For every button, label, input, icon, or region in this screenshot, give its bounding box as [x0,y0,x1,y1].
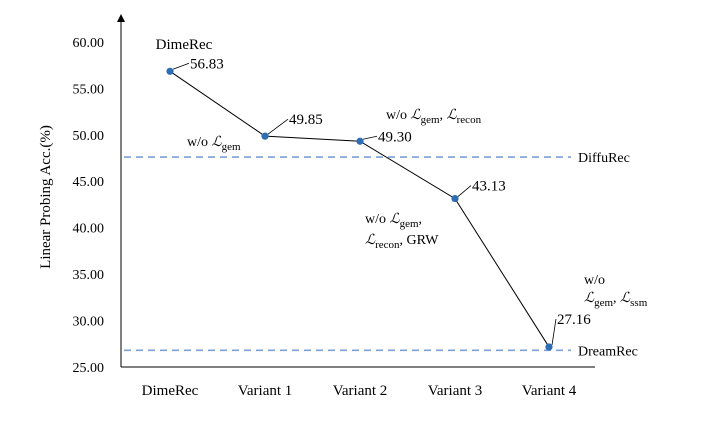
annotation-subscript: recon [375,239,400,251]
annotation-text: , GRW [400,233,440,248]
series-markers [166,67,553,351]
reference-label-diffurec: DiffuRec [578,151,630,166]
annotation-text: , [440,108,447,123]
x-category-label: Variant 4 [522,383,577,399]
script-l-symbol: ℒ [584,291,595,306]
annotation-subscript: gem [421,114,440,126]
x-category-label: Variant 1 [238,383,293,399]
y-tick-label: 25.00 [73,361,105,376]
script-l-symbol: ℒ [365,233,376,248]
data-point-marker [356,137,364,145]
annotation-subscript: gem [400,218,419,230]
data-point-marker [451,194,459,203]
y-tick-labels: 25.00 30.00 35.00 40.00 45.00 50.00 55.0… [73,36,105,376]
label-leader-line [362,135,378,140]
y-axis-arrow [117,14,125,22]
y-axis-title: Linear Probing Acc.(%) [38,125,54,269]
reference-label-dreamrec: DreamRec [578,344,638,359]
annotation-subscript: ssm [630,297,648,309]
annotation-text: , [613,291,620,306]
x-category-label: Variant 3 [428,383,483,399]
annotation-dimerec: DimeRec [156,37,213,53]
y-tick-label: 50.00 [73,129,105,144]
annotation-subscript: gem [594,297,613,309]
annotation-variant-1: w/o ℒgem [187,135,241,153]
script-l-symbol: ℒ [620,291,631,306]
script-l-symbol: ℒ [212,135,223,150]
script-l-symbol: ℒ [390,212,401,227]
y-tick-label: 30.00 [73,315,105,330]
annotation-variant-3-line1: w/o ℒgem, [365,212,422,230]
x-category-label: DimeRec [142,383,199,399]
data-label: 56.83 [190,56,224,72]
annotation-subscript: recon [457,114,482,126]
annotation-variant-3-line2: ℒrecon, GRW [365,233,439,251]
annotation-text: w/o [365,212,390,227]
label-leader-line [457,185,472,197]
data-label: 49.30 [378,129,412,145]
series-line [169,70,550,348]
data-label: 27.16 [557,312,591,328]
annotation-variant-4-line1: w/o [584,273,605,288]
data-labels: 56.83 49.85 49.30 43.13 27.16 [190,56,591,328]
data-label: 43.13 [472,179,506,195]
label-leader-line [551,318,557,345]
annotation-variant-2: w/o ℒgem, ℒrecon [386,108,482,126]
annotation-text: w/o [386,108,411,123]
data-point-marker [166,67,174,75]
script-l-symbol: ℒ [411,108,422,123]
data-label: 49.85 [289,112,323,128]
label-leaders [172,62,557,345]
y-tick-label: 60.00 [73,36,105,51]
x-category-label: Variant 2 [333,383,388,399]
y-tick-label: 55.00 [73,82,105,97]
y-tick-label: 45.00 [73,175,105,190]
x-category-labels: DimeRec Variant 1 Variant 2 Variant 3 Va… [142,383,577,399]
annotation-variant-4-line2: ℒgem, ℒssm [584,291,648,309]
script-l-symbol: ℒ [447,108,458,123]
label-leader-line [267,118,289,135]
y-tick-label: 35.00 [73,268,105,283]
annotation-text: , [419,212,423,227]
data-point-marker [261,132,269,140]
label-leader-line [172,62,190,70]
data-point-marker [545,343,553,351]
annotation-text: w/o [187,135,212,150]
annotation-subscript: gem [222,141,241,153]
y-tick-label: 40.00 [73,222,105,237]
